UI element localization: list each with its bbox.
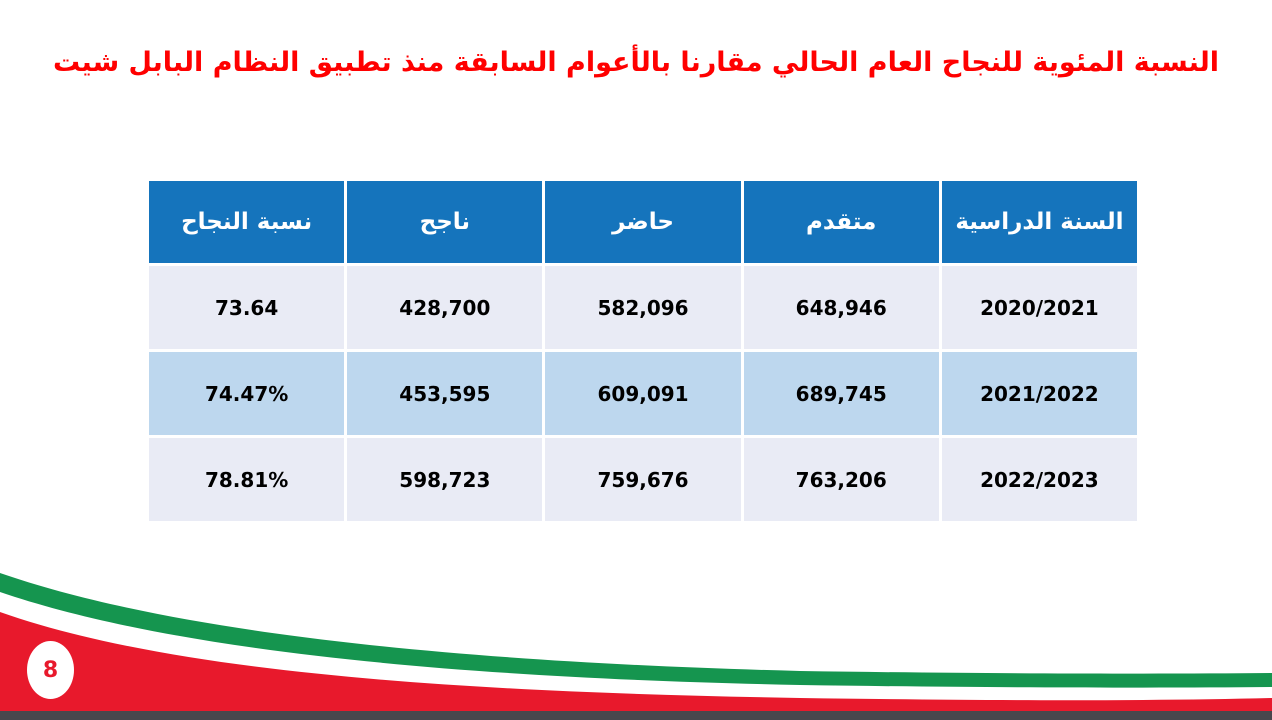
table-cell-year: 2021/2022 [938, 349, 1141, 438]
table-header-row: السنة الدراسية متقدم حاضر ناجح نسبة النج… [145, 178, 1141, 266]
table-row: 2022/2023 763,206 759,676 598,723 78.81% [145, 435, 1141, 524]
table-cell-success-rate: 74.47% [145, 349, 348, 438]
table-cell-year: 2020/2021 [938, 263, 1141, 352]
table-cell-attendees: 759,676 [542, 435, 744, 524]
table-cell-passed: 453,595 [344, 349, 546, 438]
footer-wave-decoration [0, 573, 1272, 720]
table-cell-passed: 598,723 [344, 435, 546, 524]
column-header-academic-year: السنة الدراسية [938, 178, 1141, 266]
table-cell-success-rate: 73.64 [145, 263, 348, 352]
page-number-badge: 8 [27, 641, 74, 699]
slide-title: النسبة المئوية للنجاح العام الحالي مقارن… [52, 47, 1220, 78]
table-row: 2020/2021 648,946 582,096 428,700 73.64 [145, 263, 1141, 352]
table-cell-success-rate: 78.81% [145, 435, 348, 524]
table-row: 2021/2022 689,745 609,091 453,595 74.47% [145, 349, 1141, 438]
column-header-attendees: حاضر [542, 178, 744, 266]
page-number: 8 [42, 657, 59, 683]
column-header-success-rate: نسبة النجاح [145, 178, 348, 266]
table-cell-applicants: 763,206 [740, 435, 942, 524]
table-cell-applicants: 648,946 [740, 263, 942, 352]
footer-green-wave [0, 573, 1272, 688]
column-header-applicants: متقدم [740, 178, 942, 266]
table-cell-applicants: 689,745 [740, 349, 942, 438]
table-cell-attendees: 582,096 [542, 263, 744, 352]
success-rate-table: السنة الدراسية متقدم حاضر ناجح نسبة النج… [145, 178, 1141, 524]
table-cell-attendees: 609,091 [542, 349, 744, 438]
table-cell-year: 2022/2023 [938, 435, 1141, 524]
footer-red-wave [0, 612, 1272, 720]
table-cell-passed: 428,700 [344, 263, 546, 352]
column-header-passed: ناجح [344, 178, 546, 266]
footer-bottom-bar [0, 711, 1272, 720]
